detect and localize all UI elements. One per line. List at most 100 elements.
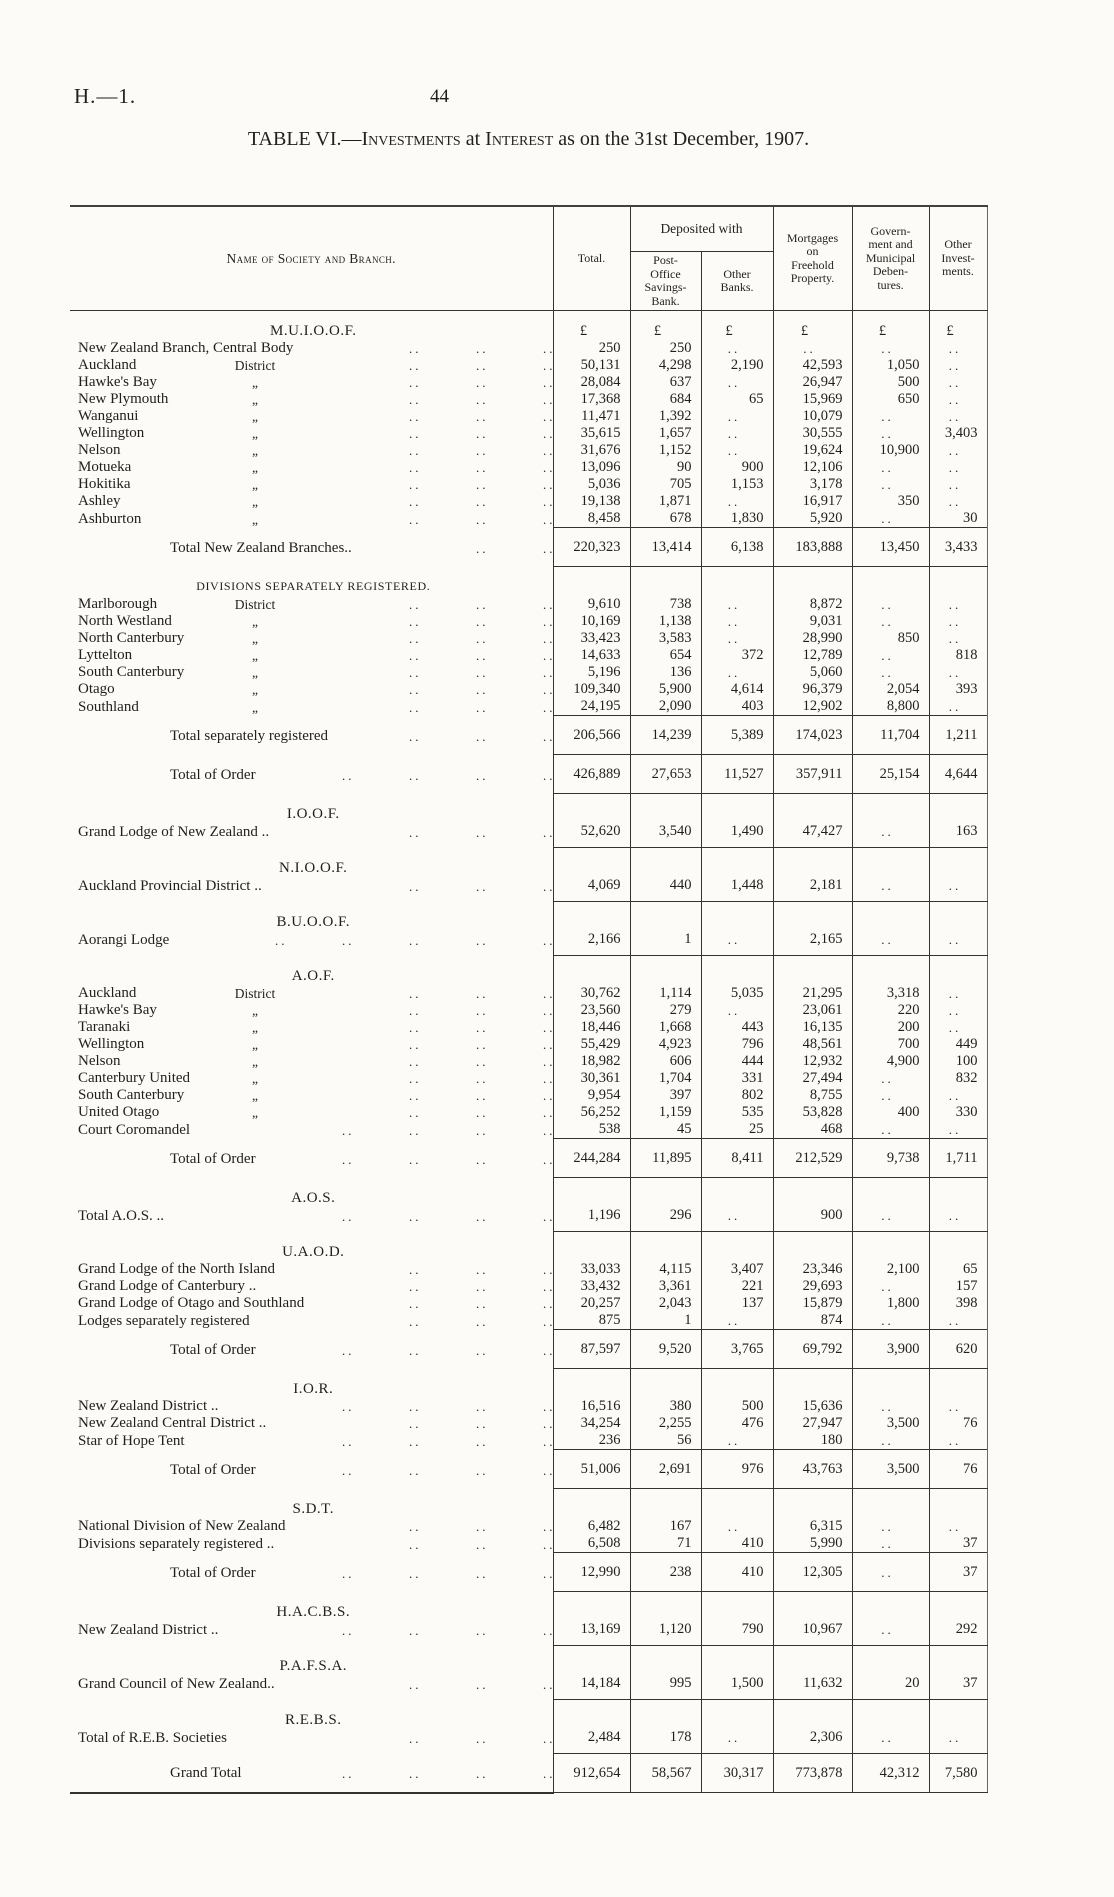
society-name-label: Total A.O.S. ..	[78, 1207, 165, 1224]
society-name-cell: Marlborough District......	[70, 596, 553, 613]
cell-other-banks: 65	[700, 391, 773, 408]
leader-dots: ..	[342, 1208, 355, 1224]
leader-dots: ..	[476, 767, 489, 783]
cell-debentures: ..	[851, 408, 929, 425]
cell-mortgages: 19,624	[772, 442, 852, 459]
cell-other-investments: ..	[928, 408, 988, 425]
cell-mortgages	[772, 1231, 852, 1261]
cell-debentures: £	[851, 310, 929, 340]
leader-dots: ..	[543, 341, 556, 356]
cell-mortgages	[772, 1368, 852, 1398]
cell-other-investments	[928, 1645, 988, 1675]
society-name-label: Total of Order	[170, 766, 256, 783]
cell-other-investments: 1,211	[928, 715, 988, 755]
cell-mortgages: 5,920	[772, 510, 852, 528]
society-name-cell: Wellington „......	[70, 1036, 553, 1053]
cell-other-banks: 25	[700, 1121, 773, 1139]
cell-total: 50,131	[552, 357, 630, 374]
society-name-label: Ashley	[78, 493, 121, 509]
cell-debentures	[851, 1699, 929, 1729]
cell-post-office: 1,657	[629, 425, 701, 442]
cell-other-investments	[928, 1591, 988, 1621]
leader-dots: ..	[409, 1462, 422, 1478]
leader-dots: ..	[476, 1037, 489, 1052]
cell-total: 9,610	[552, 596, 630, 613]
leader-dots: ..	[476, 477, 489, 492]
leader-dots: ..	[476, 375, 489, 390]
col-header-other-investments: Other Invest- ments.	[928, 205, 988, 311]
ditto-mark: „	[252, 699, 258, 715]
title-tail: as on the 31st December, 1907.	[553, 128, 810, 150]
leader-dots: ..	[543, 494, 556, 509]
cell-mortgages: 468	[772, 1121, 852, 1139]
leader-dots: ..	[476, 1565, 489, 1581]
cell-other-banks: 30,317	[700, 1753, 773, 1793]
leader-dots: ..	[342, 1399, 355, 1414]
cell-other-investments: ..	[928, 1002, 988, 1019]
leader-dots: ..	[409, 1037, 422, 1052]
leader-dots: ..	[543, 824, 556, 840]
society-name-cell: Total of R.E.B. Societies......	[70, 1729, 553, 1754]
title-lead: TABLE VI.—	[247, 128, 362, 150]
cell-post-office: 2,090	[629, 698, 701, 716]
leader-dots: ..	[409, 682, 422, 697]
cell-mortgages	[772, 1177, 852, 1207]
society-name-cell: Ashburton „......	[70, 510, 553, 528]
cell-total: 14,184	[552, 1675, 630, 1700]
cell-other-investments: ..	[928, 877, 988, 902]
cell-post-office: 1	[629, 931, 701, 956]
leader-dots: ..	[476, 1054, 489, 1069]
cell-total: 206,566	[552, 715, 630, 755]
leader-dots: ..	[476, 1519, 489, 1534]
cell-other-investments	[928, 1368, 988, 1398]
leader-dots: ..	[543, 767, 556, 783]
table-row: Wellington „...... 55,429 4,923 796 48,561 700…	[70, 1036, 988, 1053]
cell-other-banks: 372	[700, 647, 773, 664]
cell-other-investments: 449	[928, 1036, 988, 1053]
cell-debentures: ..	[851, 1312, 929, 1330]
cell-post-office: 1,392	[629, 408, 701, 425]
leader-dots: ..	[543, 665, 556, 680]
leader-dots: ..	[409, 728, 422, 744]
cell-total	[552, 1699, 630, 1729]
section-header-row: M.U.I.O.O.F. £ £ £ £ £ £	[70, 310, 988, 340]
cell-mortgages: 43,763	[772, 1449, 852, 1489]
leader-dots: ..	[476, 1296, 489, 1311]
ditto-mark: „	[252, 511, 258, 527]
society-name-cell: Southland „......	[70, 698, 553, 716]
cell-other-banks: ..	[700, 340, 773, 357]
cell-debentures: 42,312	[851, 1753, 929, 1793]
cell-debentures	[851, 793, 929, 823]
cell-post-office	[629, 901, 701, 931]
cell-debentures: ..	[851, 664, 929, 681]
cell-debentures: 220	[851, 1002, 929, 1019]
ditto-mark: „	[252, 665, 258, 680]
leader-dots: ..	[342, 1622, 355, 1638]
table-row: Auckland District...... 50,131 4,298 2,190 42…	[70, 357, 988, 374]
leader-dots: ..	[543, 1279, 556, 1294]
society-name-cell: Grand Council of New Zealand........	[70, 1675, 553, 1700]
cell-other-investments: ..	[928, 493, 988, 510]
leader-dots: ..	[409, 1003, 422, 1018]
total-row: Total of Order........ 12,990 238 410 12,305…	[70, 1552, 988, 1592]
leader-dots: ..	[275, 932, 288, 948]
leader-dots: ..	[543, 1151, 556, 1167]
cell-post-office: 13,414	[629, 527, 701, 567]
cell-debentures	[851, 1231, 929, 1261]
society-name-label: Grand Lodge of New Zealand ..	[78, 823, 270, 840]
cell-other-banks: 1,448	[700, 877, 773, 902]
leader-dots: ..	[409, 1262, 422, 1277]
cell-mortgages: 12,932	[772, 1053, 852, 1070]
cell-total	[552, 1488, 630, 1518]
district-label: District	[234, 597, 276, 612]
leader-dots: ..	[476, 597, 489, 612]
cell-other-investments: ..	[928, 459, 988, 476]
society-name-label: New Plymouth	[78, 391, 169, 407]
leader-dots: ..	[543, 1313, 556, 1329]
cell-other-banks: 900	[700, 459, 773, 476]
cell-debentures: 200	[851, 1019, 929, 1036]
cell-debentures: ..	[851, 1070, 929, 1087]
leader-dots: ..	[409, 699, 422, 715]
cell-post-office: 250	[629, 340, 701, 357]
cell-debentures	[851, 1488, 929, 1518]
